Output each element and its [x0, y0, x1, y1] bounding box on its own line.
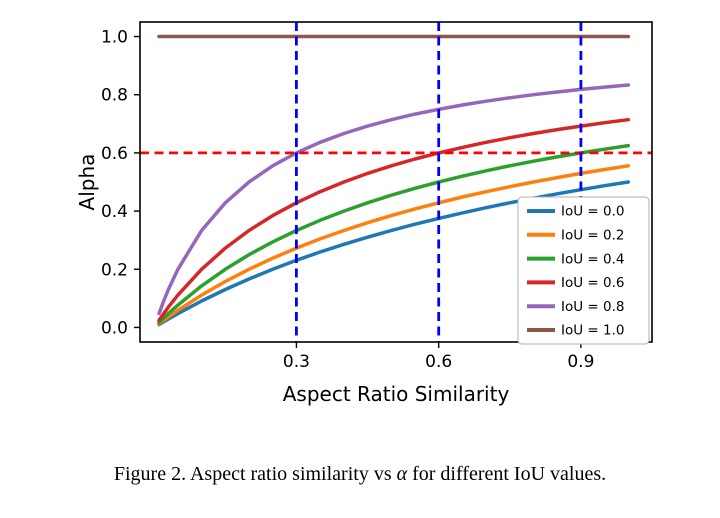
- legend-item: IoU = 0.6: [527, 275, 625, 291]
- x-axis-label: Aspect Ratio Similarity: [283, 382, 510, 406]
- plot-border: [139, 21, 653, 343]
- series-line-iou-0.2: [157, 164, 631, 326]
- series-line-iou-0.8: [157, 83, 631, 316]
- legend-label: IoU = 0.6: [561, 275, 625, 291]
- legend-item: IoU = 0.8: [527, 299, 625, 315]
- y-tick-label: 0.0: [101, 318, 128, 338]
- caption-text-suffix: for different IoU values.: [407, 463, 607, 485]
- legend-label: IoU = 0.2: [561, 228, 625, 244]
- legend: IoU = 0.0 IoU = 0.2 IoU = 0.4 IoU = 0.6 IoU …: [517, 196, 650, 345]
- line-chart: Aspect Ratio Similarity Alpha 0.3 0.6 0.9 0…: [75, 21, 653, 406]
- legend-item: IoU = 0.4: [527, 251, 625, 267]
- legend-item: IoU = 1.0: [527, 323, 625, 339]
- y-axis-label: Alpha: [75, 154, 99, 211]
- x-tick-label: 0.9: [567, 352, 594, 372]
- legend-label: IoU = 1.0: [561, 323, 625, 339]
- legend-item: IoU = 0.2: [527, 228, 625, 244]
- legend-label: IoU = 0.0: [561, 204, 625, 220]
- figure-caption: Figure 2. Aspect ratio similarity vs α f…: [0, 463, 720, 486]
- y-tick-label: 0.8: [101, 86, 128, 106]
- legend-label: IoU = 0.8: [561, 299, 625, 315]
- series-line-iou-0.4: [157, 143, 631, 325]
- y-tick-label: 0.2: [101, 260, 128, 280]
- y-tick-label: 1.0: [101, 28, 128, 48]
- series-line-iou-0.6: [157, 117, 631, 323]
- caption-text-prefix: Figure 2. Aspect ratio similarity vs: [113, 463, 397, 485]
- x-tick-label: 0.6: [425, 352, 452, 372]
- y-tick-label: 0.4: [101, 202, 128, 222]
- y-tick-label: 0.6: [101, 144, 128, 164]
- x-tick-label: 0.3: [283, 352, 310, 372]
- figure-2: Aspect Ratio Similarity Alpha 0.3 0.6 0.9 0…: [0, 21, 720, 486]
- legend-item: IoU = 0.0: [527, 204, 625, 220]
- legend-label: IoU = 0.4: [561, 251, 625, 267]
- caption-alpha-symbol: α: [396, 463, 408, 485]
